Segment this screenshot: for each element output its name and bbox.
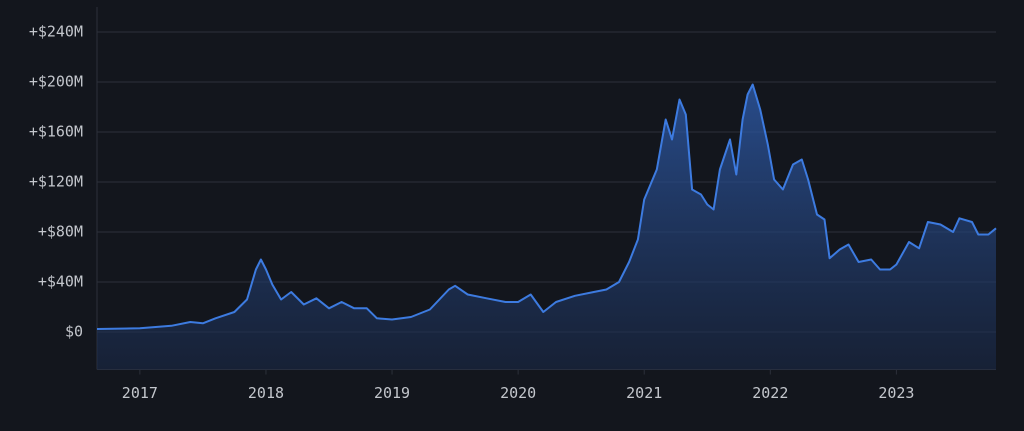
y-tick-label: +$80M [38, 223, 83, 241]
x-tick-label: 2020 [500, 384, 536, 402]
x-tick-label: 2019 [374, 384, 410, 402]
x-tick-label: 2017 [122, 384, 158, 402]
x-tick-label: 2023 [878, 384, 914, 402]
y-tick-label: +$120M [29, 173, 83, 191]
y-tick-label: +$200M [29, 73, 83, 91]
y-tick-label: +$160M [29, 123, 83, 141]
y-tick-label: +$240M [29, 23, 83, 41]
line [96, 83, 997, 330]
x-tick-label: 2021 [626, 384, 662, 402]
x-tick-label: 2022 [752, 384, 788, 402]
y-tick-label: +$40M [38, 273, 83, 291]
area [97, 84, 996, 370]
y-tick-label: $0 [65, 323, 83, 341]
x-tick-label: 2018 [248, 384, 284, 402]
